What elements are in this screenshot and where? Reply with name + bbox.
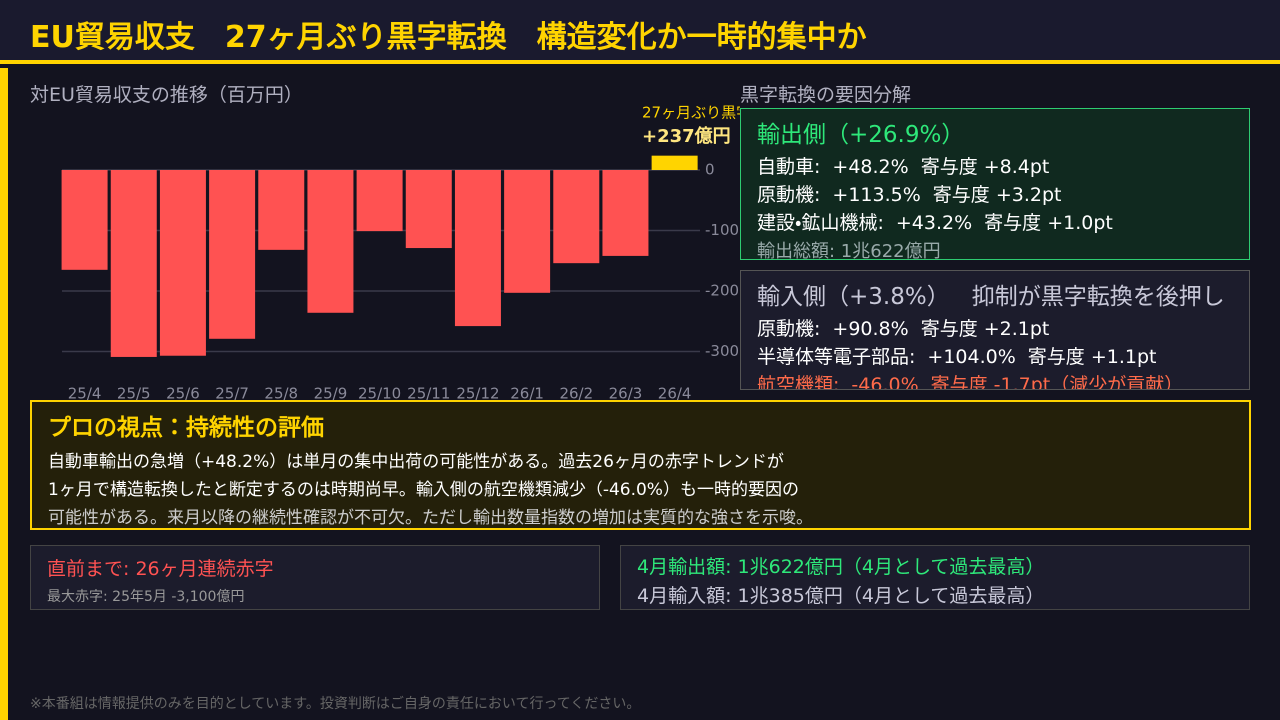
x-tick-label: 25/5 <box>117 385 151 401</box>
x-tick-label: 25/7 <box>215 385 249 401</box>
bar <box>159 170 206 356</box>
factor-row: 自動車: +48.2% 寄与度 +8.4pt <box>757 153 1233 181</box>
summary-line: 4月輸出額: 1兆622億円（4月として過去最高） <box>637 556 1045 578</box>
y-tick-label: -300 <box>705 342 739 360</box>
bar <box>602 170 649 256</box>
factor-change: -46.0% <box>851 374 919 390</box>
chart-title: 対EU貿易収支の推移（百万円） <box>30 84 303 106</box>
factor-row: 原動機: +113.5% 寄与度 +3.2pt <box>757 181 1233 209</box>
x-tick-label: 26/2 <box>559 385 593 401</box>
factor-contribution: 寄与度 +2.1pt <box>920 318 1050 340</box>
x-tick-label: 26/3 <box>609 385 643 401</box>
factor-label: 自動車: <box>757 156 821 178</box>
factor-change: +104.0% <box>927 346 1016 368</box>
x-tick-label: 25/10 <box>358 385 401 401</box>
import-heading: 輸入側（+3.8%） <box>757 284 950 310</box>
factor-change: +43.2% <box>895 212 973 234</box>
bar <box>405 170 452 249</box>
bar <box>553 170 600 264</box>
bar <box>307 170 354 313</box>
pro-line: 自動車輸出の急増（+48.2%）は単月の集中出荷の可能性がある。過去26ヶ月の赤… <box>48 452 784 472</box>
factor-row: 原動機: +90.8% 寄与度 +2.1pt <box>757 315 1233 343</box>
factor-change: +90.8% <box>832 318 909 340</box>
export-box: 輸出側（+26.9%） 自動車: +48.2% 寄与度 +8.4pt 原動機: +113… <box>740 108 1250 260</box>
import-heading-row: 輸入側（+3.8%） 抑制が黒字転換を後押し <box>757 277 1233 311</box>
factor-contribution: 寄与度 +3.2pt <box>932 184 1062 206</box>
x-tick-label: 25/9 <box>314 385 348 401</box>
summary-left: 直前まで: 26ヶ月連続赤字 最大赤字: 25年5月 -3,100億円 <box>30 545 600 610</box>
x-tick-label: 25/6 <box>166 385 200 401</box>
bar <box>356 170 403 232</box>
pro-title: プロの視点：持続性の評価 <box>48 415 324 441</box>
factor-change: +48.2% <box>832 156 909 178</box>
footer: ※本番組は情報提供のみを目的としています。投資判断はご自身の責任において行ってく… <box>30 696 641 712</box>
x-tick-label: 25/4 <box>68 385 102 401</box>
y-tick-label: -100 <box>705 221 739 239</box>
annotation: 27ヶ月ぶり黒字 <box>642 104 740 122</box>
summary-sub: 最大赤字: 25年5月 -3,100億円 <box>47 589 245 605</box>
x-tick-label: 26/1 <box>510 385 544 401</box>
factor-label: 航空機類: <box>757 374 840 390</box>
x-tick-label: 25/8 <box>264 385 298 401</box>
y-tick-label: -200 <box>705 282 739 300</box>
factor-row: 半導体等電子部品: +104.0% 寄与度 +1.1pt <box>757 343 1233 371</box>
y-tick-label: 0 <box>705 161 715 179</box>
factor-label: 原動機: <box>757 184 821 206</box>
header: EU貿易収支 27ヶ月ぶり黒字転換 構造変化か一時的集中か <box>0 0 1280 64</box>
bar <box>258 170 305 250</box>
factor-row: 航空機類: -46.0% 寄与度 -1.7pt（減少が貢献） <box>757 371 1233 390</box>
import-note: 抑制が黒字転換を後押し <box>971 284 1225 310</box>
factor-change: +113.5% <box>832 184 921 206</box>
export-total: 輸出総額: 1兆622億円 <box>757 241 941 260</box>
summary-right: 4月輸出額: 1兆622億円（4月として過去最高） 4月輸入額: 1兆385億円… <box>620 545 1250 610</box>
factor-label: 建設・鉱山機械: <box>757 212 884 234</box>
pro-line: 可能性がある。来月以降の継続性確認が不可欠。ただし輸出数量指数の増加は実質的な強… <box>48 508 813 528</box>
factor-label: 原動機: <box>757 318 821 340</box>
title: EU貿易収支 27ヶ月ぶり黒字転換 構造変化か一時的集中か <box>30 20 867 55</box>
x-tick-label: 25/12 <box>456 385 499 401</box>
summary-title: 直前まで: 26ヶ月連続赤字 <box>47 558 274 580</box>
chart: 0 -100 -200 -300 25/4 25/5 25/6 25/7 25/8 25/9 25/… <box>61 104 740 401</box>
x-tick-label: 26/4 <box>658 385 692 401</box>
factor-contribution: 寄与度 +1.1pt <box>1027 346 1157 368</box>
pro-view: プロの視点：持続性の評価 自動車輸出の急増（+48.2%）は単月の集中出荷の可能… <box>30 400 1251 530</box>
bar <box>61 170 108 270</box>
factors-title: 黒字転換の要因分解 <box>740 84 912 106</box>
accent-bar <box>0 68 8 720</box>
import-box: 輸入側（+3.8%） 抑制が黒字転換を後押し 原動機: +90.8% 寄与度 +2.1… <box>740 270 1250 390</box>
bar <box>651 155 698 170</box>
summary-line: 4月輸入額: 1兆385億円（4月として過去最高） <box>637 585 1045 607</box>
bar <box>504 170 551 293</box>
x-tick-label: 25/11 <box>407 385 450 401</box>
pro-line: 1ヶ月で構造転換したと断定するのは時期尚早。輸入側の航空機類減少（-46.0%）… <box>48 480 799 500</box>
factor-contribution: 寄与度 -1.7pt（減少が貢献） <box>930 374 1184 390</box>
bar <box>110 170 157 357</box>
factor-label: 半導体等電子部品: <box>757 346 916 368</box>
factor-contribution: 寄与度 +1.0pt <box>984 212 1113 234</box>
annotation: +237億円 <box>642 125 731 147</box>
bar <box>209 170 256 339</box>
export-heading: 輸出側（+26.9%） <box>757 122 965 148</box>
factor-contribution: 寄与度 +8.4pt <box>920 156 1050 178</box>
factor-row: 建設・鉱山機械: +43.2% 寄与度 +1.0pt <box>757 209 1233 237</box>
bar <box>454 170 501 327</box>
